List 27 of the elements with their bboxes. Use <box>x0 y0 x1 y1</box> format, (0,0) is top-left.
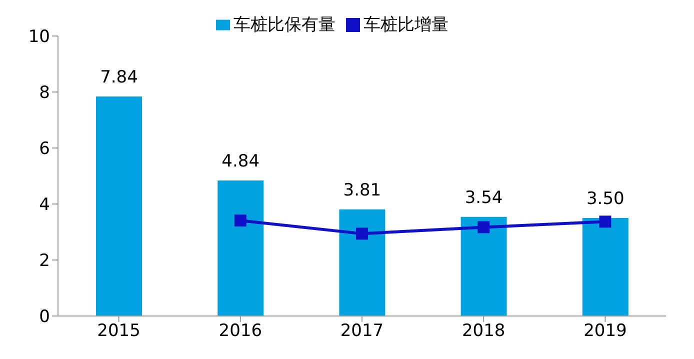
legend-label: 车桩比保有量 <box>234 15 336 35</box>
bar <box>96 96 142 316</box>
x-tick-label: 2017 <box>340 321 384 342</box>
bar <box>218 180 264 316</box>
legend-label: 车桩比增量 <box>364 15 448 35</box>
y-tick-label: 4 <box>39 195 50 216</box>
data-label: 4.84 <box>222 151 260 172</box>
data-label: 3.54 <box>464 188 503 208</box>
x-tick-label: 2019 <box>584 321 627 342</box>
bar <box>460 216 507 316</box>
x-tick-label: 2018 <box>462 321 506 342</box>
data-label: 7.84 <box>100 67 138 88</box>
point <box>478 221 490 234</box>
data-label: 3.50 <box>586 189 624 209</box>
bar <box>339 209 386 316</box>
point <box>234 214 246 227</box>
y-tick-label: 2 <box>39 251 50 272</box>
x-tick-label: 2015 <box>97 321 140 342</box>
point <box>356 228 368 240</box>
bar <box>582 218 628 316</box>
y-tick-label: 0 <box>39 307 50 328</box>
y-tick-label: 6 <box>39 139 50 160</box>
point <box>599 216 612 228</box>
y-tick-label: 10 <box>28 27 50 48</box>
data-label: 3.81 <box>343 180 382 200</box>
x-tick-label: 2016 <box>218 321 262 342</box>
y-tick-label: 8 <box>39 83 50 104</box>
